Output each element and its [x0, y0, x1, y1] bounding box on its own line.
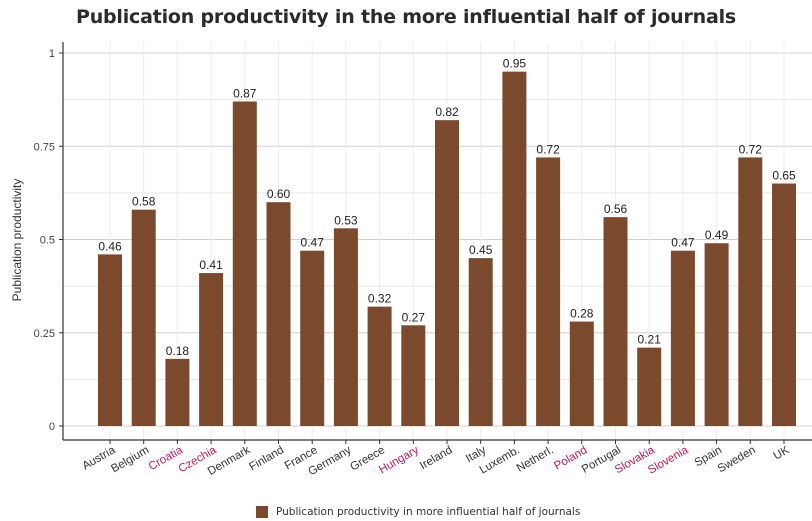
data-label: 0.49: [705, 228, 729, 242]
data-label: 0.47: [301, 236, 325, 250]
x-tick-label: Sweden: [716, 444, 758, 475]
bar-slovenia: [670, 250, 695, 426]
data-label: 0.28: [570, 307, 594, 321]
data-label: 0.53: [334, 213, 358, 227]
data-label: 0.56: [604, 202, 628, 216]
x-tick-label: Ireland: [418, 444, 454, 472]
bar-hungary: [401, 325, 426, 426]
data-label: 0.60: [267, 187, 291, 201]
data-label: 0.47: [671, 236, 695, 250]
bar-austria: [98, 254, 122, 426]
bar-netherl: [536, 157, 561, 426]
x-tick-label: Finland: [247, 444, 286, 473]
bar-czechia: [199, 273, 224, 426]
bar-ireland: [435, 120, 459, 426]
bar-uk: [772, 183, 796, 426]
x-tick-label: Belgium: [109, 444, 151, 475]
data-label: 0.27: [402, 310, 426, 324]
bar-italy: [468, 258, 493, 426]
data-label: 0.58: [132, 195, 156, 209]
bar-greece: [367, 306, 392, 426]
bar-luxemb: [502, 71, 527, 427]
data-label: 0.82: [435, 105, 459, 119]
data-label: 0.95: [503, 57, 527, 71]
legend-swatch: [256, 506, 268, 518]
y-axis-label: Publication productivity: [10, 179, 24, 302]
x-tick-label: Netherl.: [515, 444, 556, 475]
data-label: 0.72: [536, 142, 560, 156]
bar-germany: [333, 228, 358, 426]
bar-croatia: [165, 358, 190, 426]
y-tick-label: 0: [49, 421, 55, 433]
bar-poland: [569, 321, 594, 426]
y-tick-label: 0.25: [34, 328, 55, 340]
data-label: 0.72: [739, 142, 763, 156]
legend: Publication productivity in more influen…: [256, 505, 580, 519]
data-label: 0.41: [199, 258, 223, 272]
bar-france: [300, 250, 325, 426]
legend-label: Publication productivity in more influen…: [276, 506, 581, 518]
y-tick-label: 0.75: [34, 141, 55, 153]
data-label: 0.46: [98, 239, 122, 253]
y-tick-label: 0.5: [40, 235, 55, 247]
bar-spain: [704, 243, 729, 426]
bar-finland: [266, 202, 291, 426]
x-tick-label: UK: [772, 444, 792, 463]
data-label: 0.65: [772, 169, 796, 183]
bar-belgium: [131, 209, 156, 426]
bar-slovakia: [637, 347, 662, 426]
bar-denmark: [232, 101, 257, 427]
data-label: 0.21: [638, 333, 662, 347]
data-label: 0.18: [166, 344, 190, 358]
data-label: 0.32: [368, 292, 392, 306]
bar-sweden: [738, 157, 763, 426]
y-tick-label: 1: [49, 48, 55, 60]
data-label: 0.87: [233, 86, 257, 100]
bar-portugal: [603, 217, 628, 426]
data-label: 0.45: [469, 243, 493, 257]
chart-title: Publication productivity in the more inf…: [75, 6, 737, 28]
